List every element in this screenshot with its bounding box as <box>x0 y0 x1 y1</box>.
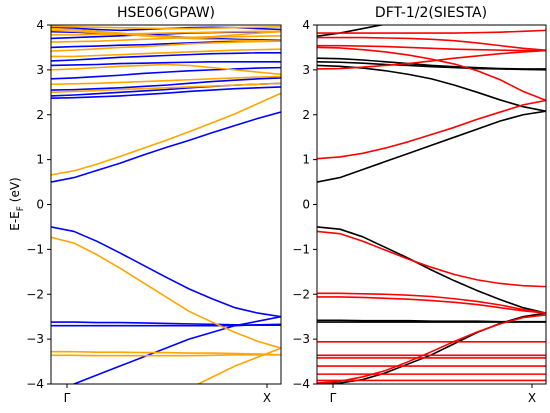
right-band-10 <box>317 230 546 288</box>
right-y-tick-label: 0 <box>302 198 310 212</box>
left-band-4 <box>71 315 281 384</box>
right-band-20 <box>317 49 546 70</box>
left-band-0 <box>51 111 281 183</box>
right-panel: DFT-1/2(SIESTA) −4 −3 −2 −1 0 1 2 3 4 Γ X <box>292 5 547 405</box>
right-x-tick-label: Γ <box>330 391 337 405</box>
right-y-tick-label: −1 <box>292 242 310 256</box>
right-panel-title: DFT-1/2(SIESTA) <box>375 5 487 21</box>
left-band-10 <box>51 86 281 99</box>
right-band-24 <box>317 29 546 34</box>
left-band-6 <box>51 236 281 349</box>
right-band-21 <box>317 46 546 102</box>
left-y-tick-label: 3 <box>36 63 44 77</box>
left-band-24 <box>51 40 281 52</box>
left-y-tick-label: −1 <box>26 242 44 256</box>
left-band-lines <box>51 25 281 384</box>
right-y-tick-label: 1 <box>302 153 310 167</box>
right-band-22 <box>317 44 546 52</box>
left-band-26 <box>51 30 281 36</box>
left-band-20 <box>51 82 281 94</box>
right-x-tick-label: X <box>528 391 536 405</box>
y-axis-label: E-EF (eV) <box>8 177 26 230</box>
left-y-tick-label: −4 <box>26 377 44 391</box>
left-band-15 <box>51 52 281 62</box>
left-y-tick-label: 2 <box>36 108 44 122</box>
left-axes: −4 −3 −2 −1 0 1 2 3 4 Γ X <box>26 18 282 405</box>
right-y-tick-label: 4 <box>302 18 310 32</box>
left-band-21 <box>51 75 281 86</box>
left-x-tick-label: Γ <box>64 391 71 405</box>
left-band-12 <box>51 77 281 91</box>
left-y-tick-label: 4 <box>36 18 44 32</box>
right-band-0 <box>317 110 546 183</box>
left-band-8 <box>51 354 281 357</box>
left-band-13 <box>51 66 281 80</box>
right-band-5 <box>317 64 546 112</box>
left-y-tick-label: −2 <box>26 287 44 301</box>
right-y-tick-label: −4 <box>292 377 310 391</box>
left-y-tick-label: −3 <box>26 332 44 346</box>
left-y-tick-label: 0 <box>36 198 44 212</box>
left-band-14 <box>51 61 281 67</box>
right-band-7 <box>317 57 546 70</box>
right-y-tick-label: −3 <box>292 332 310 346</box>
left-band-25 <box>51 34 281 43</box>
left-band-3 <box>51 323 281 327</box>
right-band-12 <box>317 296 546 314</box>
right-band-lines <box>317 25 546 384</box>
left-band-9 <box>196 347 281 384</box>
right-band-23 <box>317 36 546 51</box>
left-band-1 <box>51 226 281 318</box>
left-x-tick-label: X <box>263 391 271 405</box>
right-y-tick-label: 2 <box>302 108 310 122</box>
right-axes: −4 −3 −2 −1 0 1 2 3 4 Γ X <box>292 18 547 405</box>
right-band-11 <box>317 292 546 314</box>
right-y-tick-label: 3 <box>302 63 310 77</box>
right-band-1 <box>317 226 546 314</box>
left-band-22 <box>51 63 281 76</box>
left-band-5 <box>51 92 281 176</box>
left-band-23 <box>51 48 281 58</box>
left-panel: HSE06(GPAW) E-EF (eV) −4 −3 −2 −1 0 1 2 3 4 Γ X <box>8 5 282 405</box>
left-panel-title: HSE06(GPAW) <box>117 5 215 21</box>
left-band-7 <box>51 350 281 356</box>
left-y-tick-label: 1 <box>36 153 44 167</box>
right-band-8 <box>317 25 386 38</box>
right-band-19 <box>317 314 546 384</box>
right-band-9 <box>317 99 546 160</box>
left-band-29 <box>51 25 281 30</box>
right-y-tick-label: −2 <box>292 287 310 301</box>
left-band-28 <box>51 27 281 39</box>
